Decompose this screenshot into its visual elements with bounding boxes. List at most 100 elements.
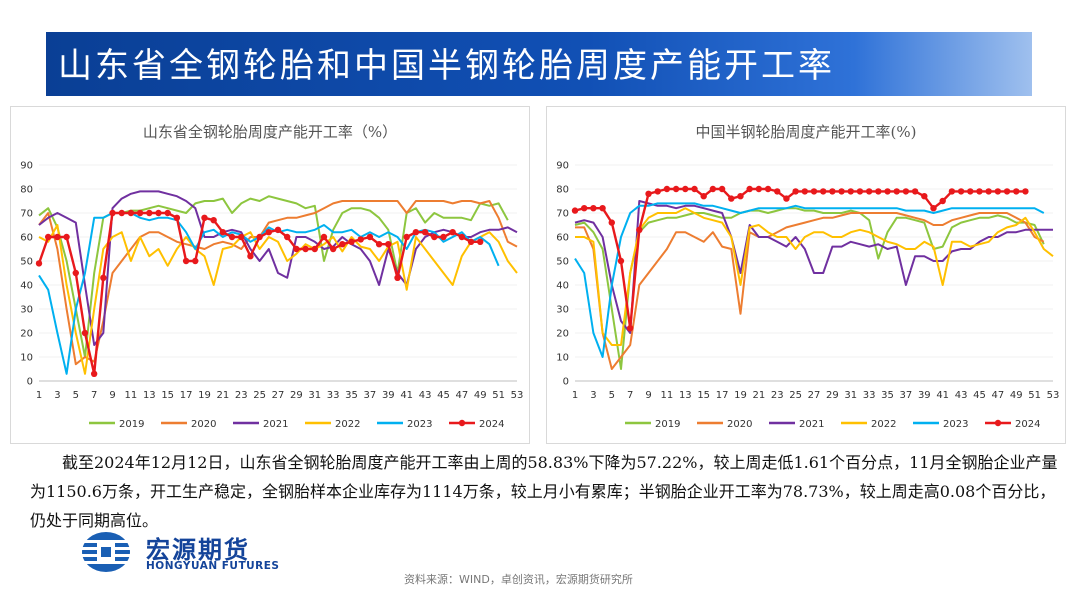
x-tick-label: 3 <box>54 390 60 401</box>
data-point-2024 <box>339 241 346 248</box>
legend-label: 2024 <box>479 419 504 430</box>
data-point-2024 <box>654 188 661 195</box>
y-tick-label: 30 <box>20 305 33 316</box>
x-tick-label: 53 <box>1047 390 1060 401</box>
data-point-2024 <box>247 253 254 260</box>
data-point-2024 <box>921 193 928 200</box>
x-tick-label: 41 <box>936 390 949 401</box>
chart-shandong-allsteel: 山东省全钢轮胎周度产能开工率（%） 0 10 20 30 40 50 60 70 80 90 1 3 5 7… <box>10 106 530 444</box>
data-point-2024 <box>293 245 300 253</box>
chart-title: 中国半钢轮胎周度产能开工率(%) <box>696 123 917 141</box>
data-point-2024 <box>90 370 98 377</box>
data-point-2024 <box>366 233 374 241</box>
data-point-2024 <box>348 238 355 245</box>
legend-label: 2024 <box>1015 419 1040 430</box>
data-point-2024 <box>431 233 438 241</box>
x-tick-label: 51 <box>1028 390 1041 401</box>
x-tick-label: 23 <box>235 390 248 401</box>
data-point-2024 <box>608 219 615 226</box>
y-tick-label: 70 <box>20 209 33 220</box>
y-tick-label: 20 <box>20 329 33 340</box>
x-tick-label: 31 <box>308 390 321 401</box>
data-point-2024 <box>412 229 420 236</box>
data-point-2024 <box>403 233 410 241</box>
data-point-2024 <box>774 188 781 195</box>
y-tick-label: 70 <box>556 209 569 220</box>
data-point-2024 <box>274 226 282 233</box>
y-tick-label: 50 <box>20 257 33 268</box>
data-point-2024 <box>893 188 900 195</box>
legend-label: 2022 <box>871 419 896 430</box>
legend-marker <box>458 419 466 427</box>
x-tick-label: 49 <box>1010 390 1023 401</box>
data-point-2024 <box>985 188 992 195</box>
x-tick-label: 25 <box>789 390 802 401</box>
data-point-2024 <box>311 245 318 253</box>
x-tick-label: 51 <box>492 390 505 401</box>
y-tick-label: 10 <box>556 353 569 364</box>
x-tick-label: 11 <box>661 390 674 401</box>
x-tick-label: 9 <box>109 390 115 401</box>
x-tick-label: 47 <box>991 390 1004 401</box>
summary-paragraph: 截至2024年12月12日，山东省全钢轮胎周度产能开工率由上周的58.83%下降… <box>30 453 1058 530</box>
data-point-2024 <box>164 209 171 217</box>
logo-mark-icon <box>80 532 132 572</box>
data-point-2024 <box>210 217 217 224</box>
data-point-2024 <box>228 233 236 241</box>
data-point-2024 <box>728 195 735 202</box>
data-point-2024 <box>884 188 891 195</box>
x-tick-label: 17 <box>716 390 729 401</box>
data-point-2024 <box>477 238 484 245</box>
legend-label: 2023 <box>943 419 968 430</box>
x-tick-label: 25 <box>253 390 266 401</box>
y-tick-label: 80 <box>556 185 569 196</box>
data-point-2024 <box>580 205 588 212</box>
data-point-2024 <box>219 229 227 236</box>
data-point-2024 <box>320 233 328 241</box>
data-point-2024 <box>709 185 717 193</box>
data-point-2024 <box>192 257 199 265</box>
x-tick-label: 27 <box>808 390 821 401</box>
y-tick-label: 40 <box>556 281 569 292</box>
legend-marker <box>994 419 1002 427</box>
data-point-2024 <box>35 260 43 267</box>
company-logo: 宏源期货 HONGYUAN FUTURES <box>66 528 306 578</box>
data-point-2024 <box>109 209 116 217</box>
data-point-2024 <box>875 188 882 195</box>
data-point-2024 <box>440 233 447 241</box>
data-point-2024 <box>72 269 79 277</box>
x-tick-label: 5 <box>73 390 79 401</box>
x-tick-label: 5 <box>609 390 615 401</box>
series-line-2022 <box>575 207 1054 346</box>
series-line-2021 <box>38 190 518 346</box>
data-point-2024 <box>302 245 309 253</box>
data-point-2024 <box>283 233 291 241</box>
x-tick-label: 23 <box>771 390 784 401</box>
data-point-2024 <box>385 241 392 248</box>
data-point-2024 <box>856 188 864 195</box>
data-point-2024 <box>44 233 52 241</box>
x-tick-label: 21 <box>752 390 765 401</box>
x-tick-label: 41 <box>400 390 413 401</box>
data-point-2024 <box>976 188 983 195</box>
data-point-2024 <box>375 241 383 248</box>
y-tick-label: 0 <box>563 377 569 388</box>
x-tick-label: 29 <box>290 390 303 401</box>
y-tick-label: 80 <box>20 185 33 196</box>
data-point-2024 <box>755 185 763 193</box>
data-point-2024 <box>810 188 818 195</box>
data-point-2024 <box>783 195 790 202</box>
x-tick-label: 15 <box>161 390 174 401</box>
x-tick-label: 45 <box>973 390 986 401</box>
legend-label: 2019 <box>119 419 144 430</box>
data-point-2024 <box>421 229 429 236</box>
data-point-2024 <box>127 209 135 217</box>
data-point-2024 <box>357 236 364 243</box>
page-title: 山东省全钢轮胎和中国半钢轮胎周度产能开工率 <box>58 46 835 86</box>
data-point-2024 <box>967 188 974 195</box>
y-tick-label: 50 <box>556 257 569 268</box>
data-point-2024 <box>957 188 965 195</box>
data-point-2024 <box>865 188 873 195</box>
data-point-2024 <box>118 209 125 217</box>
data-point-2024 <box>682 185 689 193</box>
